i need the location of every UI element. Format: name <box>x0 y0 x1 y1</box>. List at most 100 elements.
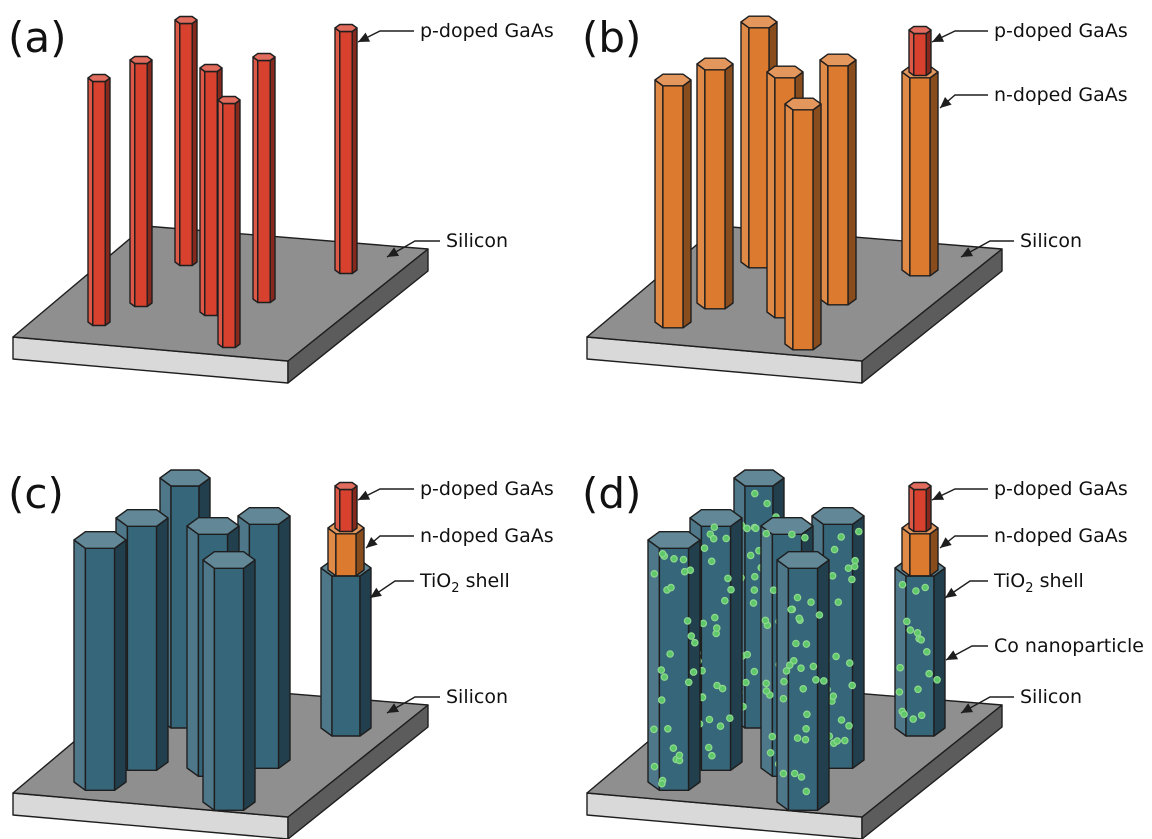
panel-d-wire-co-particle <box>650 569 659 578</box>
panel-a-nanowire-left-face <box>252 56 259 304</box>
panel-c-p-gaas-label: p-doped GaAs <box>420 478 554 500</box>
panel-d-wire-co-particle <box>803 710 811 719</box>
panel-a-nanowire <box>252 52 276 304</box>
panel-d-isolated-co-particle <box>902 617 911 626</box>
panel-b-n-gaas-leader <box>939 94 988 109</box>
panel-d-wire-co-particle <box>793 734 802 742</box>
panel-d-wire-co-particle <box>850 562 859 571</box>
panel-d-isolated-n-segment <box>901 521 939 577</box>
panel-a-silicon-label: Silicon <box>446 230 508 252</box>
panel-b-nanowire <box>819 53 857 306</box>
panel-b-nanowire-front-face <box>792 109 814 351</box>
panel-d-isolated-p-segment <box>908 481 932 533</box>
panel-d-wire-co-particle <box>802 787 811 796</box>
panel-d-wire-co-particle <box>750 586 759 594</box>
panel-d-wire-co-particle <box>799 684 808 693</box>
panel-d-wire-co-particle <box>675 751 684 760</box>
panel-d-wire-co-particle <box>708 751 716 760</box>
panel-c-tio2-shell-wire-top-face <box>73 531 127 549</box>
panel-a-nanowire-front-face <box>179 22 193 267</box>
panel-d-wire-co-particle <box>743 524 751 533</box>
panel-a-nanowire-left-face <box>174 19 181 267</box>
panel-b-isolated-n-segment-right-face <box>929 71 939 277</box>
panel-c-isolated-p-segment-left-face <box>334 485 341 533</box>
panel-c-isolated-tio2-shell-front-face <box>331 575 361 737</box>
panel-d-isolated-co-particle <box>917 711 926 720</box>
panel-b-letter: (b) <box>582 13 641 62</box>
panel-d-wire-co-particle <box>809 662 818 671</box>
panel-b-p-gaas-leader-arrowhead <box>932 32 945 42</box>
panel-d-wire-co-particle <box>801 533 809 542</box>
panel-d-wire-co-particle <box>834 598 843 607</box>
panel-c-silicon-leader-arrowhead <box>387 703 399 713</box>
panel-a-nanowire-top-face <box>174 15 198 25</box>
panel-a-silicon-leader <box>386 240 440 258</box>
panel-b-silicon-label: Silicon <box>1020 230 1082 252</box>
panel-b-nanowire-right-face <box>724 63 734 310</box>
panel-d-wire-co-particle <box>785 661 794 670</box>
panel-d-isolated-co-particle <box>898 580 907 589</box>
panel-b-n-gaas-label: n-doped GaAs <box>994 84 1128 106</box>
panel-d-wire-co-particle <box>766 748 775 757</box>
panel-c-tio2-shell-wire-top-face <box>202 551 256 569</box>
panel-d-silicon-leader <box>960 696 1014 714</box>
panel-d-wire-co-particle <box>807 598 815 607</box>
panel-d-wire-co-particle <box>712 624 721 632</box>
panel-d-isolated-co-particle <box>913 628 922 637</box>
panel-d-wire-co-particle <box>679 555 688 564</box>
panel-a-nanowire-right-face <box>351 27 358 275</box>
panel-b-nanowire-left-face <box>696 63 706 310</box>
panel-d-wire-co-particle <box>658 549 667 558</box>
panel-d-wire-co-particle <box>769 586 778 595</box>
panel-a-nanowire-front-face <box>257 59 271 304</box>
panel-d-p-gaas-leader <box>931 488 988 501</box>
panel-a-nanowire <box>87 73 111 327</box>
panel-d-p-gaas-leader-arrowhead <box>932 490 945 500</box>
panel-a-nanowire <box>174 15 198 267</box>
panel-d-wire-co-particle <box>650 725 658 734</box>
panel-d-wire-co-particle <box>725 714 734 723</box>
panel-a-nanowire-left-face <box>334 27 341 275</box>
panel-c-tio2-shell-wire-right-face <box>242 559 256 811</box>
panel-d-wire-co-particle <box>700 544 709 553</box>
panel-d-isolated-p-segment-right-face <box>925 485 932 533</box>
panel-d-wire-co-particle <box>663 724 672 733</box>
panel-b-silicon-leader-line <box>960 240 1014 258</box>
panel-d-wire-co-particle <box>713 681 721 690</box>
panel-c-tio2-shell-wire-right-face <box>155 517 169 771</box>
panel-d-tio2-shell-wire-top-face <box>733 469 785 487</box>
panel-c-tio2-label: TiO2 shell <box>419 570 510 596</box>
panel-c-tio2-sub: 2 <box>451 581 459 596</box>
panel-d-wire-co-particle <box>750 489 759 498</box>
panel-c-isolated-p-segment-right-face <box>351 485 358 533</box>
panel-a-nanowire-top-face <box>217 95 241 105</box>
panel-a-nanowire-front-face <box>339 30 353 275</box>
panel-d-tio2-shell-wire-right-face <box>687 539 701 791</box>
panel-a-nanowire-right-face <box>191 19 198 267</box>
panel-d-tio2-leader-arrowhead <box>945 587 957 598</box>
panel-b-nanowire-right-face <box>812 103 822 351</box>
panel-d-tio2-shell-wire-top-face <box>776 551 830 569</box>
panel-d-wire-co-particle <box>828 571 837 580</box>
panel-d-isolated-co-particle <box>895 688 904 696</box>
panel-d-wire-co-particle <box>819 677 828 685</box>
panel-d-wire-co-particle <box>660 673 669 681</box>
panel-c-isolated-p-segment-top-face <box>334 481 358 491</box>
panel-c-tio2-shell-wire-left-face <box>186 525 200 777</box>
panel-d-co-leader-arrowhead <box>946 650 959 660</box>
panel-d-isolated-co-particle <box>914 685 922 694</box>
panel-d-wire-co-particle <box>751 524 760 533</box>
panel-d-tio2-shell-wire-right-face <box>729 517 743 771</box>
panel-d-wire-co-particle <box>837 716 846 724</box>
panel-c-tio2-shell-wire-top-face <box>115 509 169 527</box>
panel-d-wire-co-particle <box>705 715 714 724</box>
panel-d-wire-co-particle <box>699 619 708 628</box>
panel-b-nanowire-top-face <box>740 15 778 29</box>
panel-b-p-gaas-leader <box>931 30 988 43</box>
panel-a-nanowire-top-face <box>87 73 111 83</box>
panel-d-wire-co-particle <box>793 593 802 602</box>
panel-b-nanowire <box>654 73 692 329</box>
panel-c-isolated-n-segment-right-face <box>355 527 365 577</box>
panel-d-wire-co-particle <box>840 736 849 745</box>
panel-b-silicon-leader-arrowhead <box>961 247 973 257</box>
